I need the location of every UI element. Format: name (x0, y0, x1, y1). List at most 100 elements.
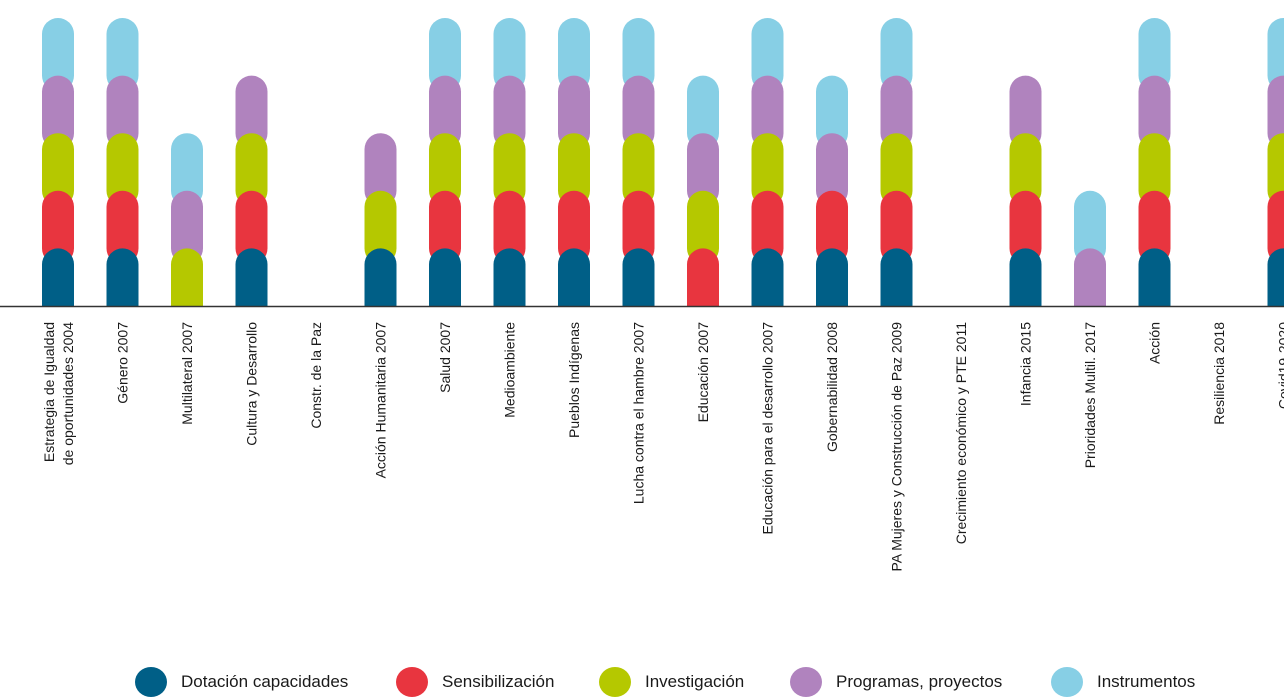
bar-segment-base (816, 290, 848, 306)
x-tick-label: Lucha contra el hambre 2007 (631, 322, 647, 504)
bar-segment-base (364, 290, 397, 306)
bar-segment-shape (1009, 75, 1042, 150)
bar-segment (1009, 248, 1042, 306)
legend-label: Dotación capacidades (181, 672, 349, 691)
bar-segment-shape (42, 133, 74, 207)
legend-label: Investigación (645, 672, 745, 691)
x-tick-label: Resiliencia 2018 (1211, 322, 1227, 425)
x-tick-label: Educación 2007 (695, 322, 711, 423)
bar-segment-base (106, 290, 139, 306)
bar-segment (1009, 133, 1042, 207)
bar-segment (1138, 75, 1171, 150)
bar-segment-shape (687, 190, 719, 265)
bar-segment (235, 248, 268, 306)
bar-segment-shape (880, 190, 913, 265)
bar-segment-base (880, 290, 913, 306)
x-tick-label: Infancia 2015 (1018, 322, 1034, 406)
bar-segment-shape (622, 18, 655, 92)
x-tick-label: Medioambiente (502, 322, 518, 418)
bar-segment (622, 18, 655, 92)
bar-segment (816, 133, 848, 207)
bar-segment (1074, 190, 1106, 265)
bar-segment-base (751, 290, 784, 306)
bar-segment (493, 248, 526, 306)
bar-segment-shape (558, 133, 590, 207)
bar-segment-base (42, 290, 74, 306)
bar-segment-base (171, 290, 203, 306)
bar-segment-shape (364, 133, 397, 207)
bar-segment (364, 190, 397, 265)
bar-segment-shape (1138, 75, 1171, 150)
bar-segment-base (1267, 290, 1284, 306)
bar-segment (687, 133, 719, 207)
bar-segment (235, 133, 268, 207)
bar-segment (42, 190, 74, 265)
bar-segment (1138, 133, 1171, 207)
bar-segment-base (558, 290, 590, 306)
bar-segment-shape (106, 133, 139, 207)
bar-segment (42, 18, 74, 92)
bar-segment (622, 133, 655, 207)
bar-segment-shape (1138, 133, 1171, 207)
bar-segment-shape (751, 18, 784, 92)
bar-segment (1074, 248, 1106, 306)
bar-segment (429, 133, 461, 207)
bar-segment-shape (558, 18, 590, 92)
bar-segment (1138, 190, 1171, 265)
bar-segment (493, 18, 526, 92)
bar-segment (1138, 18, 1171, 92)
bar-segment-shape (106, 190, 139, 265)
bar-segment (816, 75, 848, 150)
bar-segment-shape (751, 133, 784, 207)
x-tick-label: Acción (1147, 322, 1163, 364)
bar-segment-shape (364, 190, 397, 265)
bar-segment-shape (622, 75, 655, 150)
bar-segment-shape (1074, 190, 1106, 265)
bar-segment-base (1009, 290, 1042, 306)
bar-segment (171, 190, 203, 265)
bar-segment (751, 190, 784, 265)
bar-segment (880, 18, 913, 92)
bar-segment (171, 133, 203, 207)
legend-label: Instrumentos (1097, 672, 1196, 691)
bar-segment (622, 248, 655, 306)
x-tick-label: Acción Humanitaria 2007 (373, 322, 389, 479)
bar-segment-shape (1267, 75, 1284, 150)
bar-segment-shape (1138, 18, 1171, 92)
x-tick-label: Estrategia de Igualdad de oportunidades 2… (41, 322, 76, 465)
x-tick-label: Género 2007 (115, 322, 131, 404)
bar-segment (622, 190, 655, 265)
bar-segment-shape (171, 133, 203, 207)
bar-segment-shape (558, 75, 590, 150)
bar-segment-shape (106, 18, 139, 92)
x-tick-label: Gobernabilidad 2008 (824, 322, 840, 452)
bar-segment (880, 133, 913, 207)
legend-label: Programas, proyectos (836, 672, 1003, 691)
bar-segment (106, 18, 139, 92)
bar-segment (1138, 248, 1171, 306)
legend-swatch (599, 667, 631, 697)
bar-segment-shape (1267, 18, 1284, 92)
bar-segment-shape (1267, 190, 1284, 265)
bar-segment-shape (687, 75, 719, 150)
bar-segment (106, 133, 139, 207)
x-tick-label: Cultura y Desarrollo (244, 322, 260, 446)
bar-segment (429, 248, 461, 306)
legend-swatch (135, 667, 167, 697)
bar-segment-shape (816, 133, 848, 207)
bar-segment (558, 248, 590, 306)
bar-segment-shape (1009, 190, 1042, 265)
x-tick-label: Salud 2007 (437, 322, 453, 393)
legend-item-investigacion: Investigación (599, 667, 744, 697)
bar-segment (880, 248, 913, 306)
x-tick-label: Constr. de la Paz (308, 322, 324, 429)
bar-segment (558, 133, 590, 207)
bar-segment (622, 75, 655, 150)
bar-segment (429, 18, 461, 92)
bar-segment (1009, 190, 1042, 265)
legend-swatch (396, 667, 428, 697)
x-tick-label: Prioridades Multil. 2017 (1082, 322, 1098, 469)
bar-segment (751, 248, 784, 306)
bar-segment (1267, 248, 1284, 306)
bar-segment-shape (429, 133, 461, 207)
